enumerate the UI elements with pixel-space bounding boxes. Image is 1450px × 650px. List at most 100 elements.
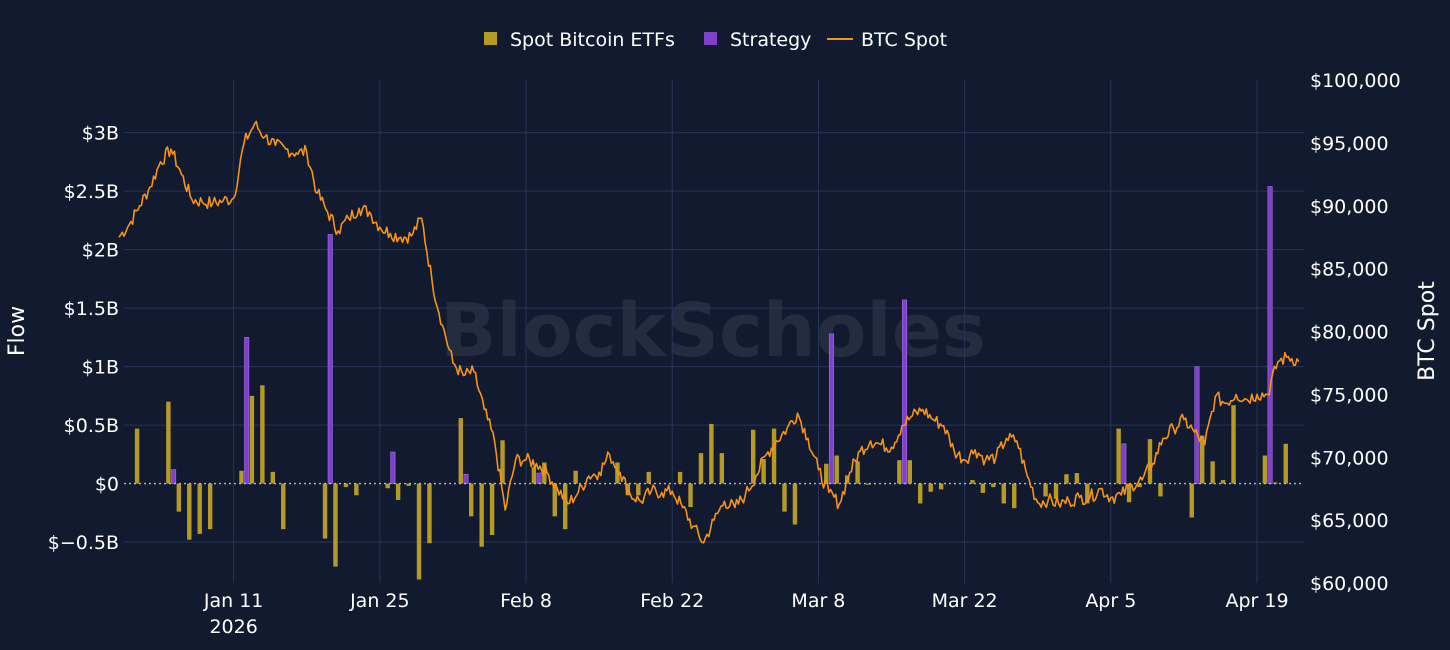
etf-bar — [1220, 480, 1226, 484]
etf-bar — [1116, 428, 1121, 484]
etf-bar — [625, 483, 631, 496]
y-right-tick-label: $75,000 — [1310, 384, 1389, 406]
etf-bar — [333, 483, 338, 567]
strategy-bar — [327, 234, 333, 484]
etf-bar — [395, 483, 401, 500]
etf-bar — [761, 459, 766, 484]
etf-bar — [636, 483, 641, 496]
etf-bar — [771, 428, 777, 484]
etf-bar — [134, 428, 140, 484]
strategy-bar — [463, 473, 469, 484]
x-tick-label: Apr 19 — [1225, 590, 1288, 612]
etf-bar — [980, 483, 986, 493]
etf-bar — [855, 461, 860, 484]
legend-swatch — [484, 32, 497, 45]
etf-bar — [479, 483, 484, 547]
etf-bar — [322, 483, 328, 539]
etf-bar — [834, 455, 839, 484]
legend-label: Spot Bitcoin ETFs — [510, 29, 675, 51]
etf-bar — [1074, 473, 1080, 484]
y-left-tick-label: $1.5B — [64, 298, 119, 320]
y-right-tick-label: $100,000 — [1310, 70, 1401, 92]
y-left-tick-label: $0.5B — [64, 415, 119, 437]
etf-bar — [782, 483, 787, 512]
strategy-bar — [171, 469, 177, 484]
legend-item[interactable]: Spot Bitcoin ETFs — [484, 29, 675, 51]
etf-bar — [270, 471, 276, 484]
etf-bar — [249, 395, 255, 484]
legend-label: Strategy — [730, 29, 811, 51]
x-tick-label: Jan 25 — [349, 590, 410, 612]
etf-bar — [709, 423, 714, 484]
x-tick-label: Feb 8 — [500, 590, 552, 612]
etf-bar — [750, 429, 756, 484]
legend-item[interactable]: Strategy — [704, 29, 811, 51]
y-left-tick-label: $2B — [82, 240, 119, 262]
y-left-title: Flow — [5, 306, 30, 356]
y-right-tick-label: $60,000 — [1310, 573, 1389, 595]
etf-bar — [385, 483, 390, 489]
etf-bar — [1210, 461, 1215, 484]
etf-bar — [928, 483, 933, 492]
etf-bar — [688, 483, 693, 507]
btc-spot-line — [118, 120, 1300, 544]
etf-bar — [239, 470, 244, 484]
strategy-bar — [1121, 443, 1127, 484]
y-right-tick-label: $70,000 — [1310, 447, 1389, 469]
etf-bar — [1053, 483, 1059, 499]
etf-bar — [1001, 483, 1006, 504]
etf-bar — [1158, 483, 1163, 497]
etf-bar — [865, 483, 871, 485]
y-right-tick-label: $65,000 — [1310, 510, 1389, 532]
legend-swatch — [704, 32, 717, 45]
bars-layer — [134, 186, 1288, 580]
etf-bar — [1147, 439, 1153, 484]
etf-bar — [1012, 483, 1017, 509]
etf-bar — [281, 483, 286, 530]
strategy-bar — [1194, 366, 1200, 484]
etf-bar — [166, 401, 171, 484]
etf-bar — [427, 483, 432, 544]
x-tick-label: Feb 22 — [640, 590, 704, 612]
etf-bar — [197, 483, 202, 534]
strategy-bar — [1267, 186, 1273, 484]
etf-bar — [907, 460, 913, 484]
etf-bar — [677, 471, 683, 484]
y-left-tick-label: $1B — [82, 357, 119, 379]
etf-bar — [573, 470, 578, 484]
etf-bar — [1189, 483, 1194, 518]
etf-bar — [187, 483, 192, 540]
y-right-tick-label: $80,000 — [1310, 322, 1389, 344]
etf-bar — [1137, 483, 1142, 488]
y-right-tick-label: $95,000 — [1310, 133, 1389, 155]
etf-bar — [719, 453, 725, 484]
legend-item[interactable]: BTC Spot — [827, 29, 947, 51]
x-year-label: 2026 — [209, 616, 257, 638]
etf-bar — [991, 483, 996, 488]
y-left-tick-label: $0 — [95, 474, 119, 496]
grid-layer — [124, 80, 1304, 583]
etf-bar — [646, 471, 651, 484]
legend[interactable]: Spot Bitcoin ETFs Strategy BTC Spot — [484, 29, 947, 51]
etf-bar — [531, 467, 537, 484]
etf-bar — [897, 460, 902, 484]
y-right-tick-label: $85,000 — [1310, 259, 1389, 281]
etf-bar — [469, 483, 474, 517]
etf-bar — [489, 483, 495, 536]
legend-label: BTC Spot — [861, 29, 947, 51]
etf-bar — [1262, 455, 1268, 484]
strategy-bar — [244, 337, 250, 484]
etf-bar — [1085, 483, 1090, 504]
etf-bar — [260, 385, 265, 484]
y-left-tick-label: $−0.5B — [48, 532, 119, 554]
etf-bar — [1283, 443, 1288, 484]
etf-bar — [406, 483, 411, 486]
strategy-bar — [536, 472, 542, 484]
y-right-tick-label: $90,000 — [1310, 196, 1389, 218]
etf-bar — [563, 483, 568, 530]
axes-layer: Jan 11 Jan 25 Feb 8 Feb 22 Mar 8 Mar 22 Apr 5 A… — [5, 70, 1440, 638]
etf-bar — [938, 483, 944, 490]
line-layer — [118, 120, 1300, 544]
etf-bar — [698, 453, 704, 484]
